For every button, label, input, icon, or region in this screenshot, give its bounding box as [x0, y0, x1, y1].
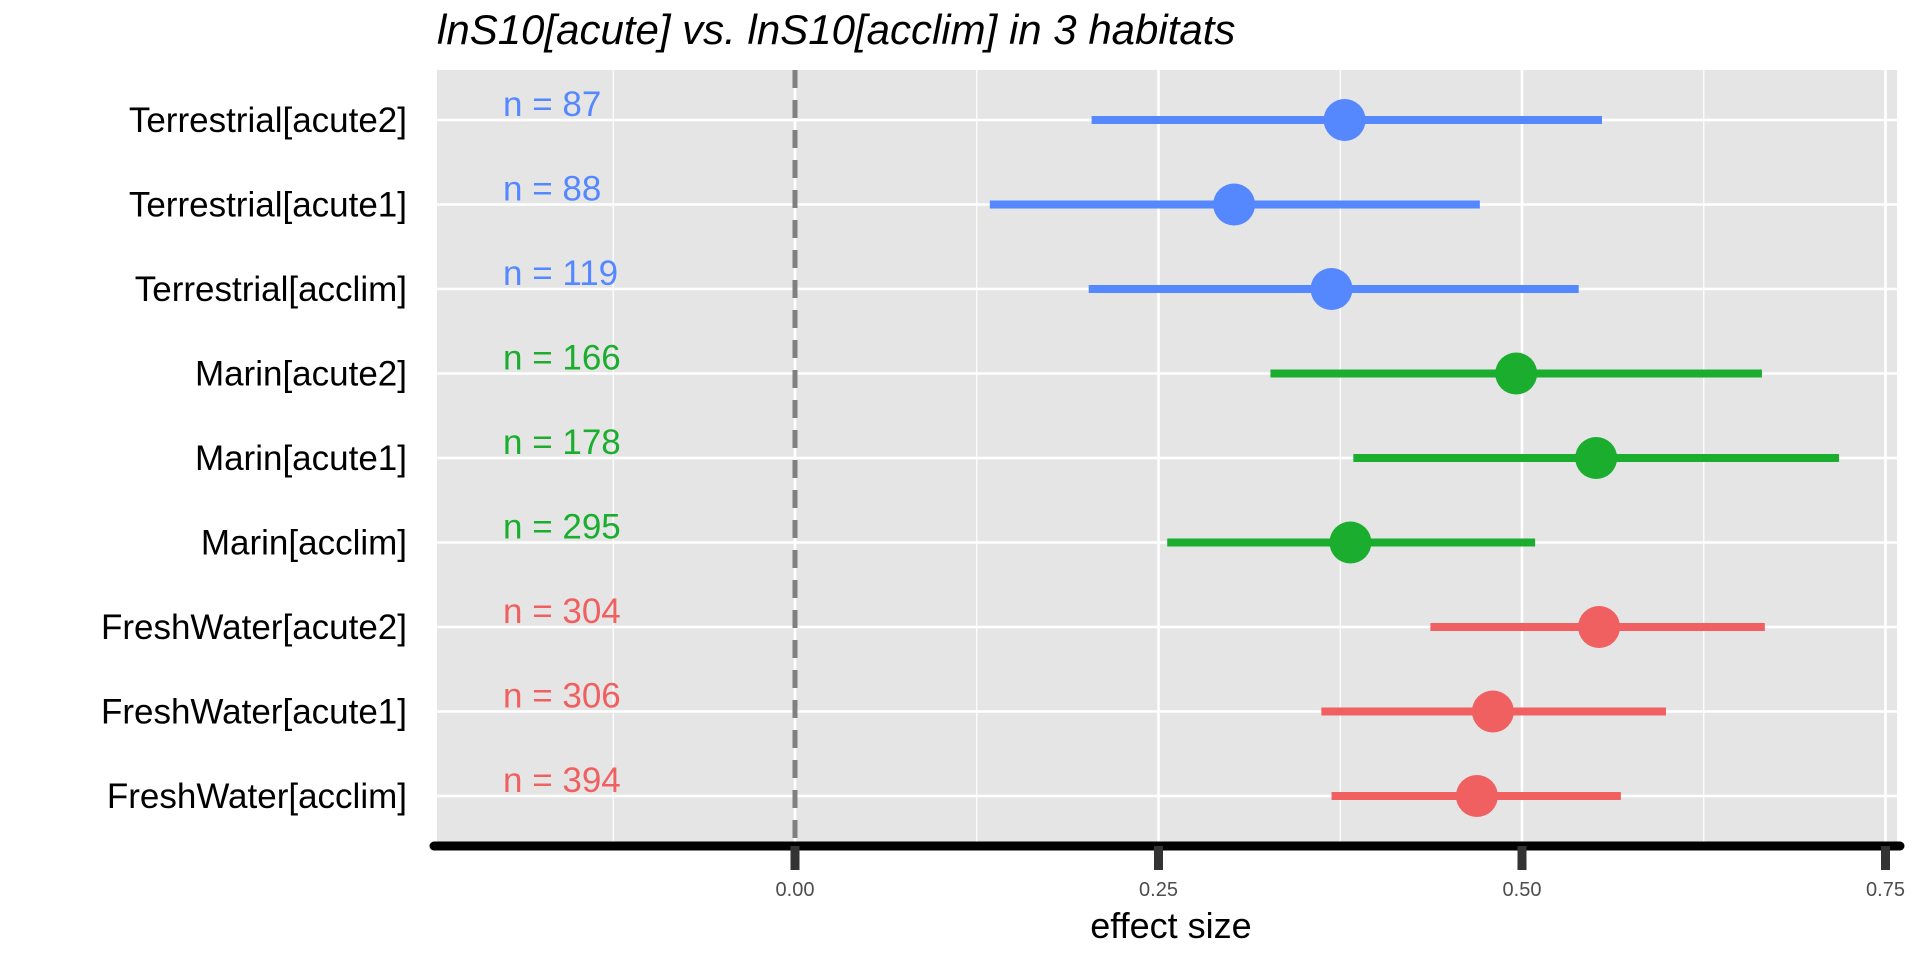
n-label: n = 306	[503, 677, 621, 716]
estimate-point	[1310, 268, 1353, 310]
y-tick-label: Terrestrial[acute2]	[129, 101, 407, 140]
y-axis-labels: Terrestrial[acute2] Terrestrial[acute1] Te…	[101, 101, 407, 816]
n-label: n = 166	[503, 339, 621, 378]
n-label: n = 295	[503, 508, 621, 547]
y-tick-label: Terrestrial[acclim]	[135, 270, 407, 309]
x-tick-label: 0.00	[776, 879, 815, 901]
n-label: n = 178	[503, 423, 621, 462]
x-axis: 0.00 0.25 0.50 0.75	[429, 841, 1905, 901]
y-tick-label: Marin[acute2]	[195, 355, 407, 394]
estimate-point	[1323, 99, 1366, 141]
estimate-point	[1213, 183, 1256, 226]
x-axis-label: effect size	[1090, 905, 1251, 946]
n-label: n = 88	[503, 170, 601, 209]
x-tick-label: 0.75	[1866, 879, 1905, 901]
estimate-point	[1578, 606, 1621, 648]
estimate-point	[1455, 775, 1498, 817]
n-label: n = 394	[503, 761, 621, 800]
y-tick-label: Marin[acute1]	[195, 439, 407, 478]
point-estimates	[1213, 99, 1621, 817]
x-tick-label: 0.25	[1139, 879, 1178, 901]
y-tick-label: Terrestrial[acute1]	[129, 186, 407, 225]
chart-title: lnS10[acute] vs. lnS10[acclim] in 3 habi…	[437, 6, 1235, 53]
estimate-point	[1329, 521, 1372, 564]
n-label: n = 304	[503, 592, 621, 631]
estimate-point	[1471, 690, 1514, 733]
n-label: n = 119	[503, 254, 618, 293]
y-tick-label: FreshWater[acclim]	[107, 777, 407, 816]
y-tick-label: Marin[acclim]	[201, 524, 407, 563]
x-tick-label: 0.50	[1503, 879, 1542, 901]
n-labels: n = 87 n = 88 n = 119 n = 166 n = 178 n = 295…	[503, 85, 621, 800]
y-tick-label: FreshWater[acute2]	[101, 608, 407, 647]
y-tick-label: FreshWater[acute1]	[101, 693, 407, 732]
estimate-point	[1575, 437, 1618, 479]
estimate-point	[1495, 352, 1538, 395]
n-label: n = 87	[503, 85, 601, 124]
